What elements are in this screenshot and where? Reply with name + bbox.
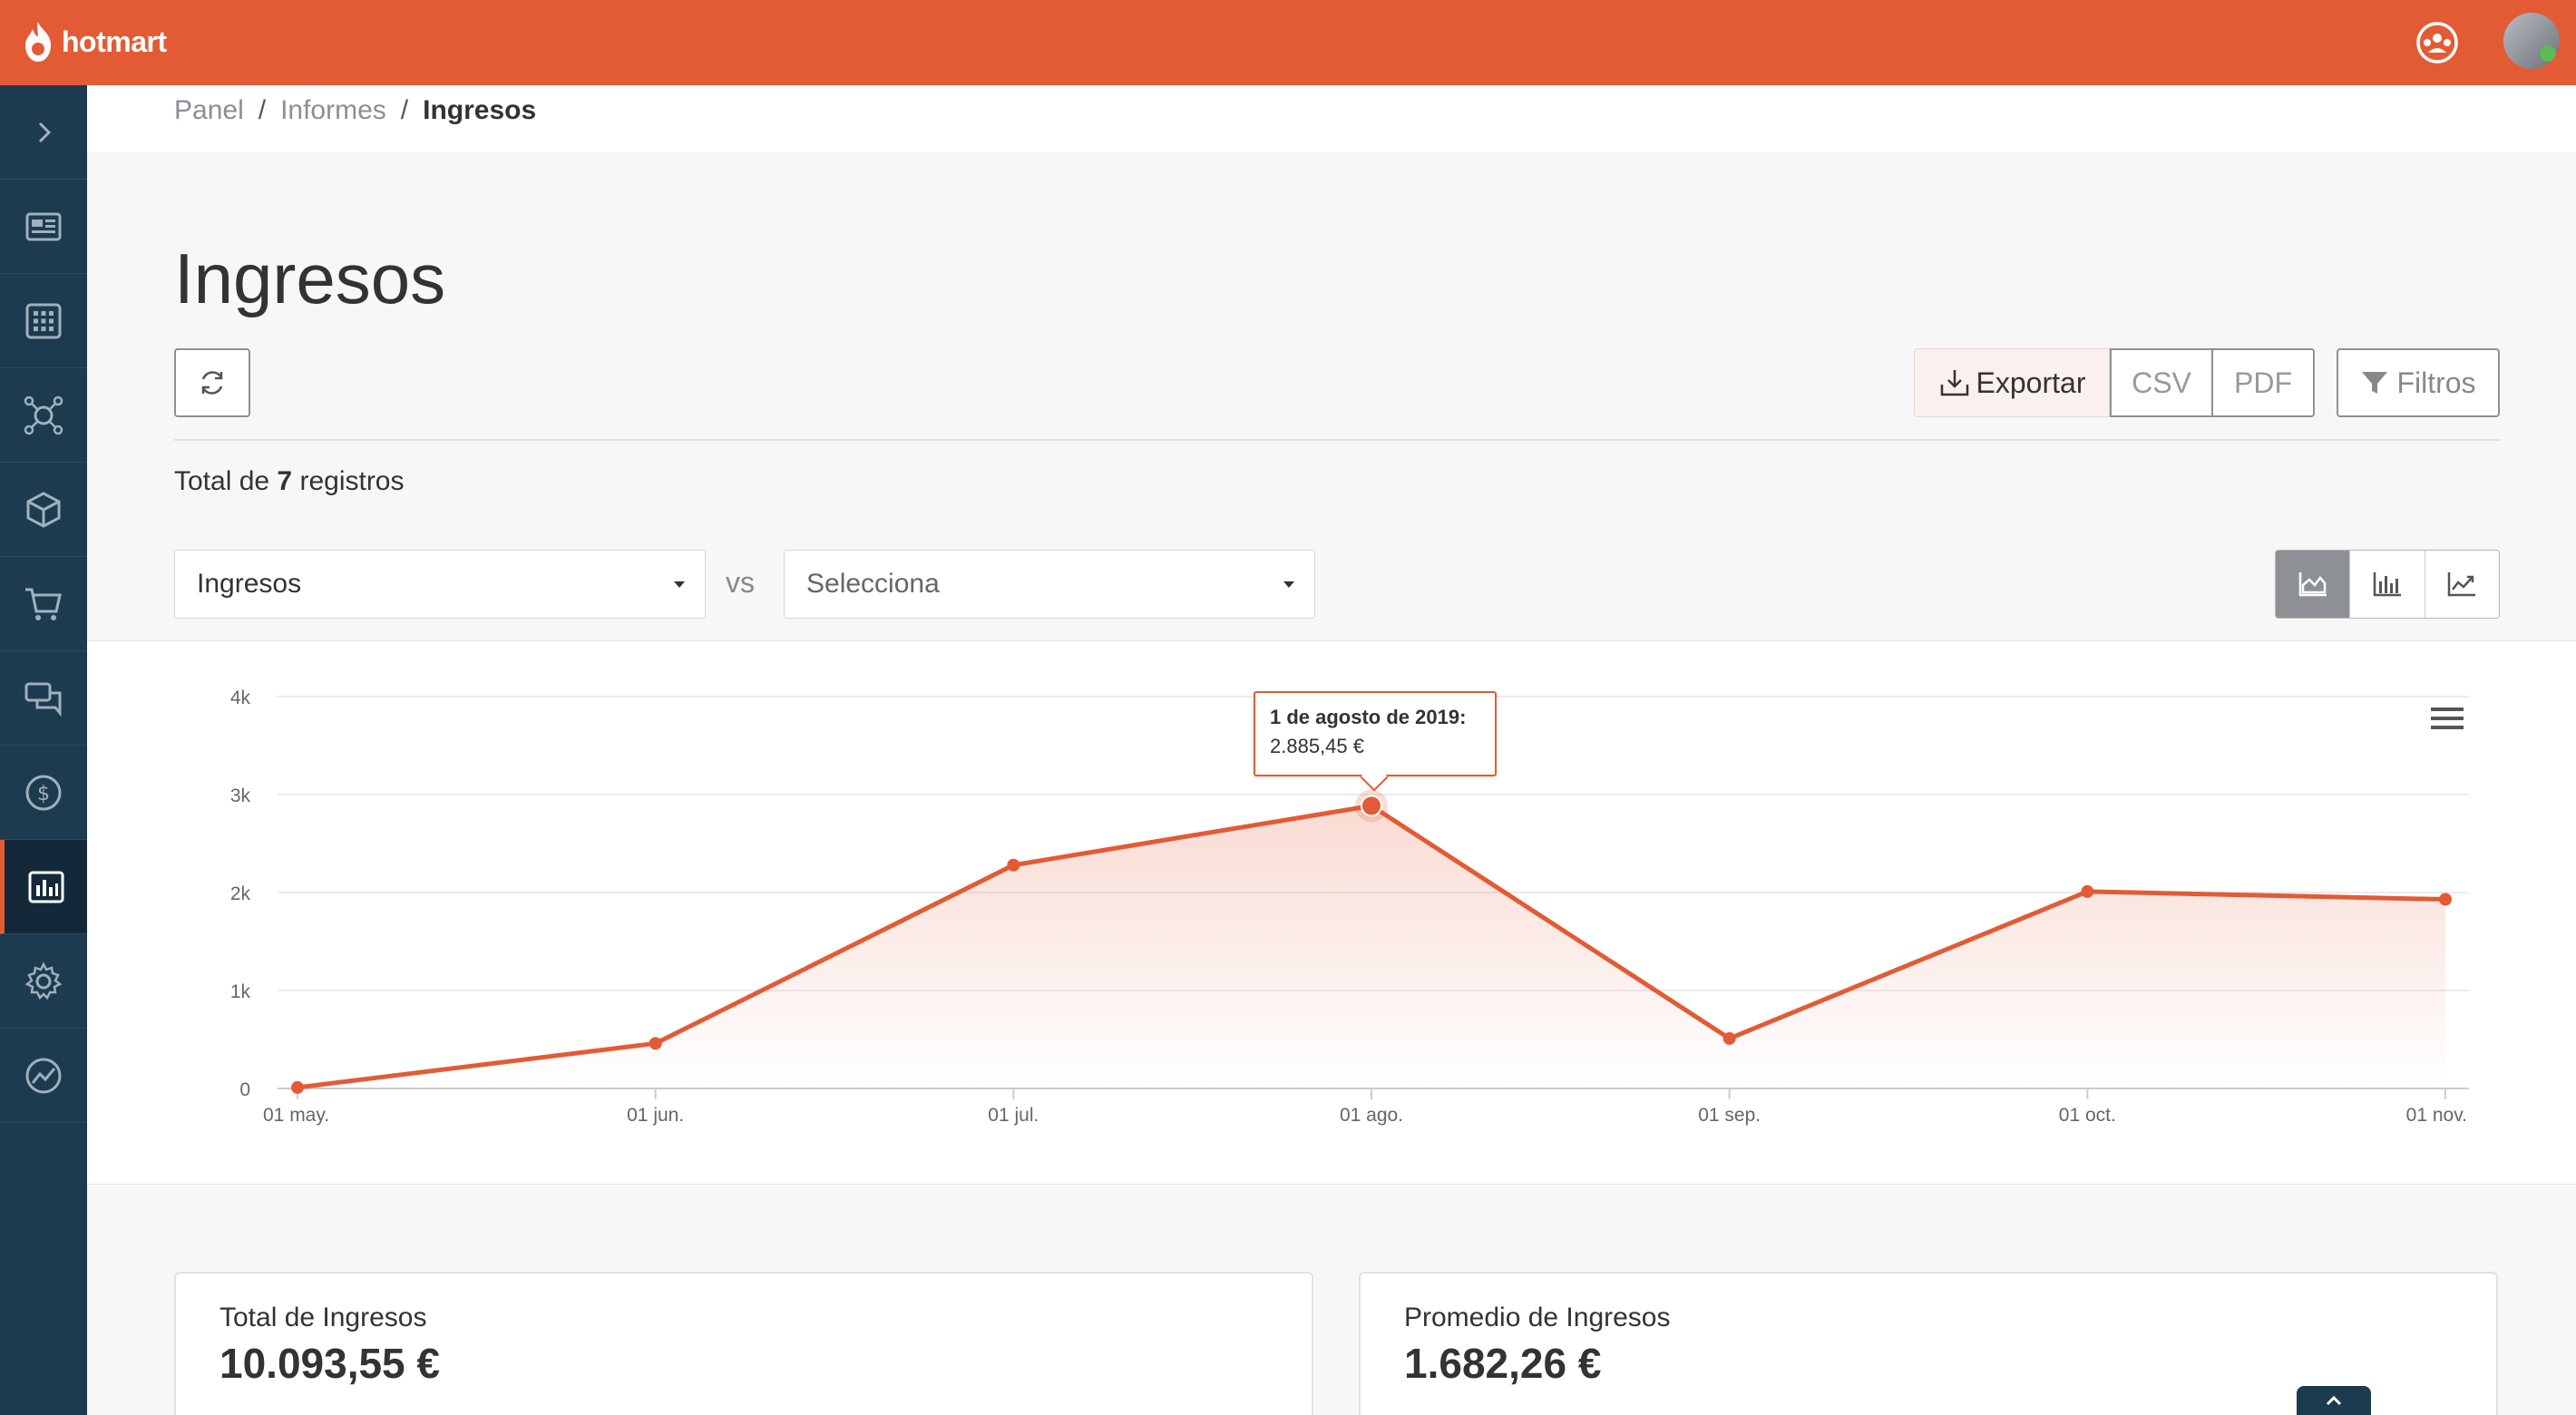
export-pdf-button[interactable]: PDF (2211, 348, 2315, 417)
sidebar-item-settings[interactable] (0, 934, 87, 1029)
compare-select[interactable]: Selecciona (784, 550, 1315, 619)
download-icon (1940, 370, 1968, 396)
vs-label: vs (726, 566, 755, 599)
records-suffix: registros (299, 466, 405, 496)
chat-icon (24, 682, 62, 717)
x-tick-label: 01 oct. (2059, 1105, 2116, 1126)
filter-funnel-icon (2362, 372, 2388, 394)
data-point[interactable] (1361, 795, 1382, 817)
export-csv-button[interactable]: CSV (2110, 348, 2213, 417)
data-point[interactable] (2439, 893, 2452, 906)
x-tick-label: 01 may. (263, 1105, 329, 1126)
breadcrumb-current: Ingresos (423, 95, 537, 125)
total-revenue-card: Total de Ingresos 10.093,55 € (174, 1272, 1313, 1415)
y-tick-label: 4k (230, 688, 251, 708)
export-text: Exportar (1976, 366, 2086, 399)
flame-icon (25, 22, 51, 62)
chevron-right-icon (38, 122, 52, 142)
chevron-up-icon (2326, 1395, 2342, 1406)
brand-name: hotmart (62, 24, 167, 58)
user-avatar[interactable] (2503, 13, 2560, 69)
x-tick-label: 01 jul. (988, 1105, 1039, 1126)
data-point[interactable] (649, 1037, 662, 1050)
dollar-icon: $ (25, 775, 62, 810)
x-tick-label: 01 jun. (627, 1105, 684, 1126)
page-title: Ingresos (174, 239, 446, 318)
sidebar-item-products[interactable] (0, 463, 87, 557)
analytics-icon (25, 1058, 62, 1093)
caret-down-icon (674, 581, 685, 588)
data-point[interactable] (1007, 858, 1020, 872)
sidebar-item-reports[interactable] (0, 840, 87, 934)
breadcrumb-bar: Panel / Informes / Ingresos (87, 85, 2576, 152)
breadcrumb-panel[interactable]: Panel (174, 95, 244, 125)
area-chart-icon (2298, 572, 2327, 597)
breadcrumb: Panel / Informes / Ingresos (174, 85, 536, 136)
y-tick-label: 2k (230, 883, 251, 904)
product-box-icon (26, 491, 61, 528)
breadcrumb-separator: / (400, 95, 409, 125)
x-tick-label: 01 nov. (2406, 1105, 2467, 1126)
y-tick-label: 1k (230, 981, 251, 1002)
chart-menu-icon[interactable] (2431, 706, 2464, 731)
sidebar-item-affiliates[interactable] (0, 368, 87, 463)
data-point[interactable] (291, 1080, 304, 1094)
sidebar-item-sales[interactable] (0, 557, 87, 651)
export-label: Exportar (1914, 348, 2110, 417)
records-count: 7 (277, 466, 293, 496)
card-value: 10.093,55 € (220, 1340, 441, 1387)
dashboard-icon (25, 212, 62, 240)
sidebar-item-dashboard[interactable] (0, 180, 87, 274)
filters-label: Filtros (2396, 366, 2476, 399)
reports-chart-icon (28, 871, 63, 903)
refresh-icon (201, 371, 223, 395)
sidebar-item-analytics[interactable] (0, 1029, 87, 1123)
chart-tooltip: 1 de agosto de 2019: 2.885,45 € (1254, 691, 1497, 776)
card-value: 1.682,26 € (1404, 1340, 1602, 1387)
bar-chart-icon (2373, 572, 2401, 597)
sidebar-item-messages[interactable] (0, 651, 87, 746)
divider (174, 439, 2500, 441)
card-label: Total de Ingresos (220, 1303, 427, 1332)
sidebar-item-finance[interactable]: $ (0, 746, 87, 840)
y-tick-label: 3k (230, 786, 251, 806)
breadcrumb-informes[interactable]: Informes (280, 95, 386, 125)
card-label: Promedio de Ingresos (1404, 1303, 1671, 1332)
data-point[interactable] (2081, 884, 2094, 898)
records-count-text: Total de 7 registros (174, 466, 405, 497)
chart-type-toggle (2275, 550, 2500, 619)
refresh-button[interactable] (174, 348, 250, 417)
sidebar-item-apps[interactable] (0, 274, 87, 368)
chart-area-fill (298, 805, 2445, 1088)
compare-select-placeholder: Selecciona (806, 569, 940, 599)
filters-button[interactable]: Filtros (2337, 348, 2500, 417)
svg-text:$: $ (37, 783, 50, 805)
apps-grid-icon (25, 303, 62, 338)
scroll-top-button[interactable] (2297, 1386, 2371, 1415)
tooltip-date: 1 de agosto de 2019: (1270, 706, 1467, 728)
sidebar-expand-button[interactable] (0, 85, 87, 180)
data-point[interactable] (1722, 1031, 1736, 1045)
community-icon[interactable] (2415, 20, 2460, 65)
affiliates-icon (24, 395, 63, 434)
metric-select[interactable]: Ingresos (174, 550, 706, 619)
x-tick-label: 01 ago. (1340, 1105, 1403, 1126)
revenue-chart[interactable]: 0 1k 2k 3k 4k 01 may. 01 jun. 01 jul. 01 ago. 01… (0, 0, 2576, 1197)
line-chart-view-button[interactable] (2425, 551, 2499, 618)
bar-chart-view-button[interactable] (2350, 551, 2425, 618)
y-tick-label: 0 (239, 1079, 250, 1100)
caret-down-icon (1283, 581, 1294, 588)
top-bar: hotmart (0, 0, 2576, 85)
hotmart-logo[interactable]: hotmart (20, 15, 167, 69)
line-chart-icon (2448, 572, 2476, 597)
tooltip-value: 2.885,45 € (1270, 735, 1364, 757)
settings-gear-icon (24, 961, 63, 1000)
records-prefix: Total de (174, 466, 270, 496)
breadcrumb-separator: / (258, 95, 267, 125)
x-tick-label: 01 sep. (1698, 1105, 1761, 1126)
metric-select-value: Ingresos (197, 569, 302, 599)
cart-icon (25, 588, 62, 620)
area-chart-view-button[interactable] (2276, 551, 2351, 618)
sidebar: $ (0, 85, 87, 1415)
